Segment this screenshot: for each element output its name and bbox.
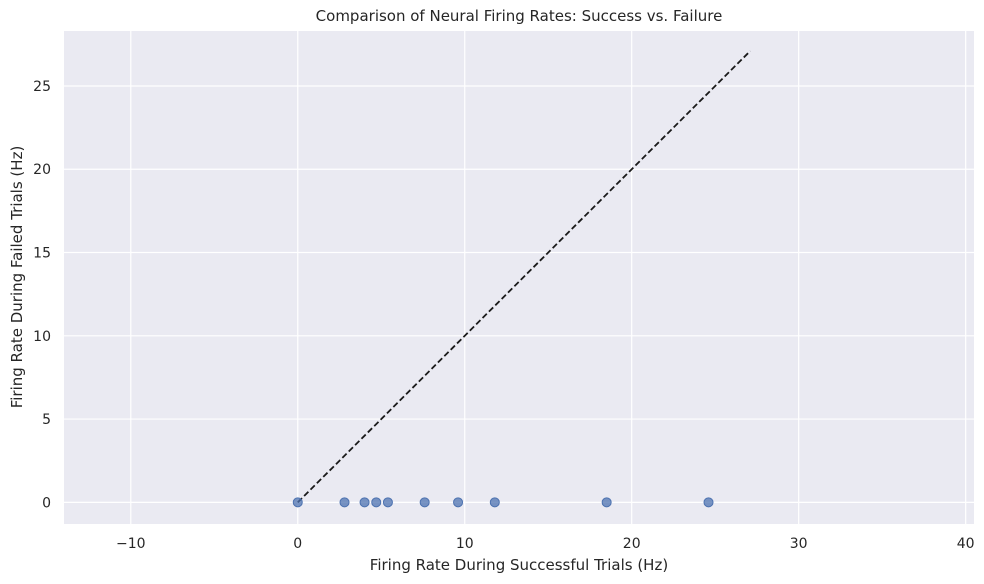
data-points	[292, 497, 714, 508]
x-tick-label: 30	[790, 536, 808, 552]
data-point	[601, 497, 612, 508]
data-point	[292, 497, 303, 508]
y-tick-label: 5	[42, 412, 51, 428]
data-point	[339, 497, 350, 508]
data-point	[489, 497, 500, 508]
x-tick-label: 40	[957, 536, 975, 552]
x-tick-labels: −10 0 10 20 30 40	[116, 536, 975, 552]
data-point	[453, 497, 464, 508]
data-point	[382, 497, 393, 508]
y-tick-label: 15	[33, 246, 51, 262]
y-tick-label: 10	[33, 329, 51, 345]
grid-lines	[64, 31, 974, 524]
y-tick-label: 20	[33, 162, 51, 178]
x-axis-label: Firing Rate During Successful Trials (Hz…	[370, 556, 668, 574]
plot-area	[64, 31, 974, 524]
reference-line-group	[297, 50, 751, 503]
x-tick-label: 20	[623, 536, 641, 552]
reference-line	[297, 50, 751, 503]
y-tick-labels: 0 5 10 15 20 25	[33, 79, 51, 511]
y-tick-label: 25	[33, 79, 51, 95]
data-point	[703, 497, 714, 508]
chart-title: Comparison of Neural Firing Rates: Succe…	[316, 7, 723, 25]
data-point	[419, 497, 430, 508]
y-tick-label: 0	[42, 495, 51, 511]
y-axis-label: Firing Rate During Failed Trials (Hz)	[8, 146, 26, 409]
data-point	[371, 497, 382, 508]
data-point	[359, 497, 370, 508]
x-tick-label: 10	[456, 536, 474, 552]
x-tick-label: 0	[293, 536, 302, 552]
x-tick-label: −10	[116, 536, 146, 552]
